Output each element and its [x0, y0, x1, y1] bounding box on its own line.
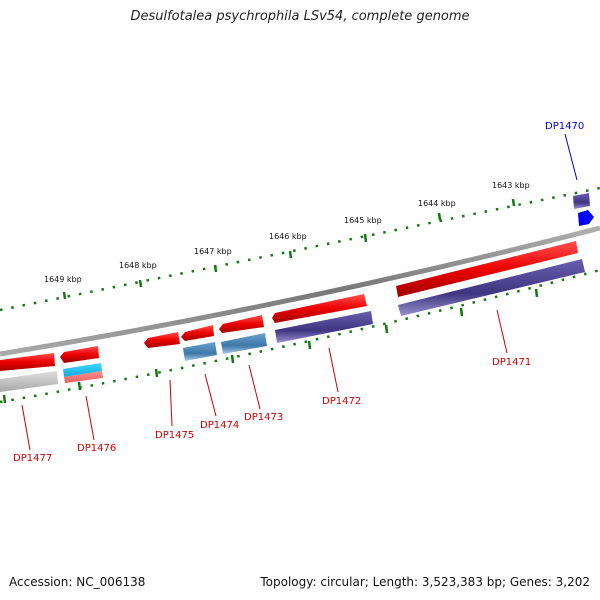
gene-feature-dp1475 [144, 332, 180, 348]
gene-feature-dp1471-inner [398, 259, 585, 316]
gene-feature-dp1471 [396, 241, 578, 297]
gene-feature-dp1476 [60, 346, 99, 363]
gene-label-dp1471: DP1471 [492, 357, 531, 368]
gene-feature-dp1476-inner [63, 363, 102, 377]
gene-labels: DP1470 DP1471 DP1472 DP1473 DP1474 DP147… [13, 121, 584, 464]
outer-ruler-ticks [62, 198, 516, 300]
forward-features [0, 241, 578, 371]
gene-feature-dp1474-inner [183, 342, 217, 361]
topology-label: Topology: circular; Length: 3,523,383 bp… [260, 575, 590, 589]
gene-feature-dp1477 [0, 353, 55, 371]
gene-label-dp1474: DP1474 [200, 420, 239, 431]
gene-feature-dp1470-arrow [578, 210, 594, 226]
gene-label-dp1472: DP1472 [322, 396, 361, 407]
gene-feature-dp1476-inner2 [64, 371, 103, 383]
ruler-label: 1648 kbp [119, 261, 157, 270]
ruler-labels: 1643 kbp 1644 kbp 1645 kbp 1646 kbp 1647… [44, 181, 530, 284]
gene-feature-dp1473 [219, 315, 264, 333]
gene-label-dp1470: DP1470 [545, 121, 584, 132]
gene-feature-dp1477-inner [0, 371, 58, 392]
gene-feature-dp1474 [181, 325, 214, 341]
ruler-label: 1649 kbp [44, 275, 82, 284]
ruler-label: 1645 kbp [344, 216, 382, 225]
ruler-label: 1643 kbp [492, 181, 530, 190]
label-leader-lines [21, 133, 578, 451]
map-title: Desulfotalea psychrophila LSv54, complet… [130, 9, 470, 24]
inner-ruler-ticks [2, 288, 539, 404]
genome-backbone [0, 225, 600, 357]
gene-label-dp1477: DP1477 [13, 453, 52, 464]
gene-label-dp1473: DP1473 [244, 412, 283, 423]
ruler-label: 1646 kbp [269, 232, 307, 241]
reverse-features [0, 193, 594, 392]
gene-feature-dp1473-inner [221, 333, 267, 354]
accession-label: Accession: NC_006138 [9, 575, 146, 589]
gene-feature-dp1470 [573, 193, 590, 209]
ruler-label: 1644 kbp [418, 199, 456, 208]
gene-feature-dp1472 [272, 294, 367, 323]
ruler-label: 1647 kbp [194, 247, 232, 256]
gene-feature-dp1472-inner [275, 311, 373, 343]
gene-label-dp1475: DP1475 [155, 430, 194, 441]
gene-label-dp1476: DP1476 [77, 443, 116, 454]
